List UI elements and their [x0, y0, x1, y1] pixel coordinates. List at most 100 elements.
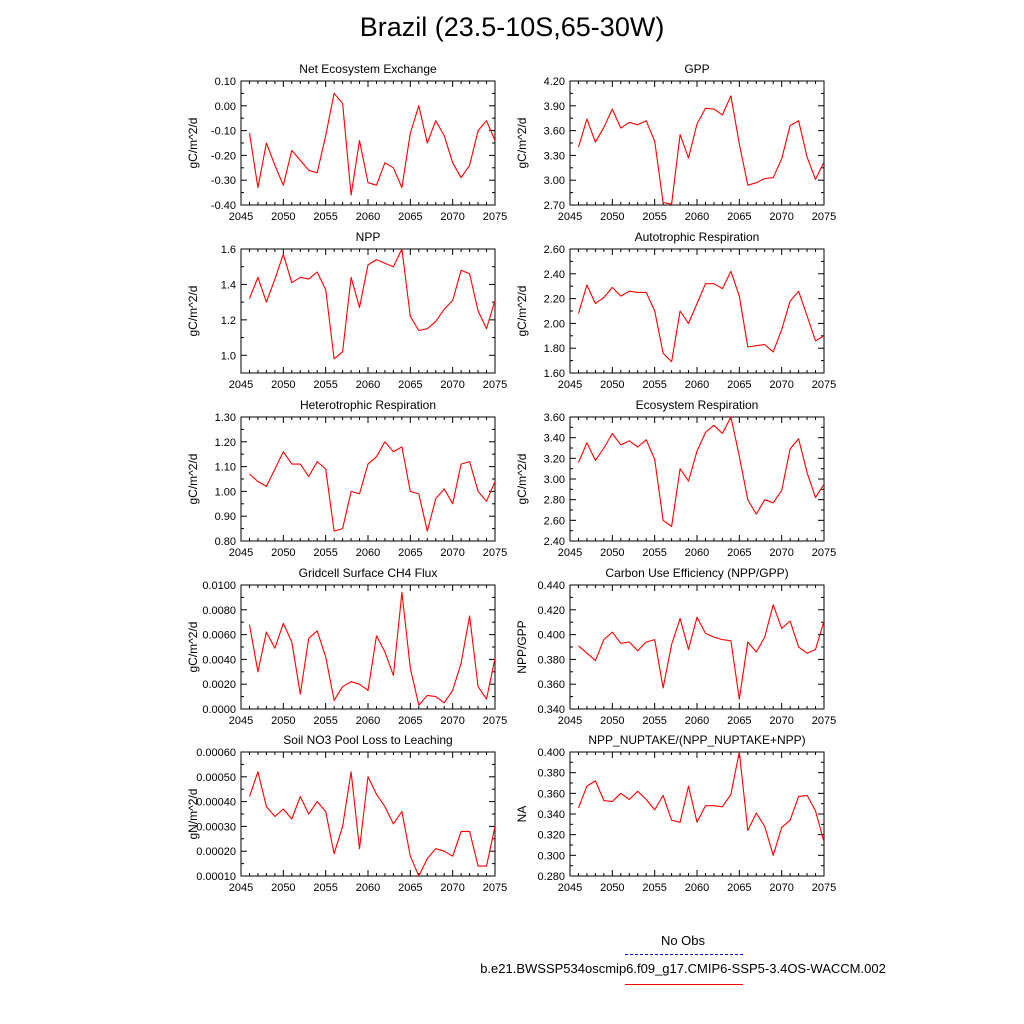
x-tick-label: 2060 [356, 211, 380, 223]
y-tick-label: -0.10 [211, 126, 236, 138]
panel-title: Gridcell Surface CH4 Flux [299, 566, 438, 580]
x-tick-label: 2075 [812, 211, 836, 223]
y-axis-label: gC/m^2/d [186, 454, 200, 505]
x-tick-label: 2070 [769, 715, 793, 727]
y-tick-label: 1.60 [544, 368, 565, 380]
x-tick-label: 2055 [313, 379, 337, 391]
series-line [248, 92, 495, 196]
x-tick-label: 2050 [600, 547, 624, 559]
x-tick-label: 2055 [642, 547, 666, 559]
x-tick-label: 2070 [769, 211, 793, 223]
y-axis-label: gN/m^2/d [186, 789, 200, 840]
y-tick-label: 0.280 [537, 871, 565, 883]
panel-5: Ecosystem Respiration gC/m^2/d 2.40 2.60 2.8… [515, 398, 836, 559]
y-tick-label: 0.00 [215, 101, 236, 113]
series-line [577, 95, 824, 205]
series-line [578, 604, 824, 700]
y-tick-label: 1.80 [544, 343, 565, 355]
y-tick-label: 2.60 [544, 515, 565, 527]
y-tick-label: 0.0080 [202, 605, 236, 617]
y-tick-label: 1.2 [221, 315, 236, 327]
y-tick-label: 0.90 [215, 511, 236, 523]
x-tick-label: 2070 [440, 211, 464, 223]
x-tick-label: 2045 [229, 211, 253, 223]
x-tick-label: 2075 [812, 882, 836, 894]
series-line [577, 270, 824, 363]
y-tick-label: 3.40 [544, 433, 565, 445]
x-tick-label: 2075 [483, 379, 507, 391]
panel-2: NPP gC/m^2/d 1.0 1.2 1.4 1.6 2045 2050 2055 2060 2… [186, 230, 507, 391]
y-tick-label: -0.20 [211, 150, 236, 162]
panel-title: Soil NO3 Pool Loss to Leaching [283, 733, 452, 747]
x-tick-label: 2055 [642, 379, 666, 391]
y-axis-label: gC/m^2/d [186, 118, 200, 169]
y-tick-label: 0.00050 [196, 772, 236, 784]
y-tick-label: 0.0060 [202, 630, 236, 642]
x-tick-label: 2065 [398, 547, 422, 559]
y-tick-label: 1.4 [221, 279, 236, 291]
x-tick-label: 2060 [685, 882, 709, 894]
y-tick-label: 0.360 [537, 788, 565, 800]
x-tick-label: 2070 [440, 715, 464, 727]
y-tick-label: 0.380 [537, 768, 565, 780]
y-tick-label: 3.00 [544, 175, 565, 187]
y-tick-label: 0.360 [537, 679, 565, 691]
x-tick-label: 2055 [313, 715, 337, 727]
y-tick-label: 0.400 [537, 747, 565, 759]
x-tick-label: 2060 [685, 547, 709, 559]
y-tick-label: 0.00010 [196, 871, 236, 883]
y-tick-label: 0.0100 [202, 580, 236, 592]
y-tick-label: 0.340 [537, 809, 565, 821]
panel-3: Autotrophic Respiration gC/m^2/d 1.60 1.80 2… [515, 230, 836, 391]
x-tick-label: 2070 [440, 882, 464, 894]
x-tick-label: 2070 [440, 379, 464, 391]
x-tick-label: 2050 [600, 211, 624, 223]
x-tick-label: 2070 [769, 882, 793, 894]
y-tick-label: 3.30 [544, 150, 565, 162]
x-tick-label: 2060 [685, 715, 709, 727]
panel-9: NPP_NUPTAKE/(NPP_NUPTAKE+NPP) NA 0.280 0.30… [515, 733, 836, 894]
y-tick-label: 2.40 [544, 269, 565, 281]
x-tick-label: 2075 [483, 715, 507, 727]
y-tick-label: 1.10 [215, 462, 236, 474]
x-tick-label: 2075 [483, 211, 507, 223]
plot-frame [569, 416, 825, 542]
y-tick-label: 0.80 [215, 536, 236, 548]
x-tick-label: 2065 [727, 379, 751, 391]
x-tick-label: 2045 [229, 547, 253, 559]
x-tick-label: 2065 [727, 715, 751, 727]
x-tick-label: 2065 [727, 211, 751, 223]
x-tick-label: 2070 [440, 547, 464, 559]
plot-frame [240, 416, 496, 542]
panel-title: Carbon Use Efficiency (NPP/GPP) [605, 566, 788, 580]
x-tick-label: 2065 [727, 547, 751, 559]
y-tick-label: 1.20 [215, 437, 236, 449]
x-tick-label: 2050 [600, 715, 624, 727]
x-tick-label: 2045 [558, 211, 582, 223]
y-tick-label: 2.60 [544, 244, 565, 256]
x-tick-label: 2060 [356, 547, 380, 559]
series-line [248, 591, 495, 706]
x-tick-label: 2055 [313, 547, 337, 559]
y-tick-label: 2.80 [544, 495, 565, 507]
y-tick-label: 0.440 [537, 580, 565, 592]
y-tick-label: 0.00040 [196, 797, 236, 809]
x-tick-label: 2055 [313, 211, 337, 223]
panel-0: Net Ecosystem Exchange gC/m^2/d -0.40 -0.30… [186, 62, 507, 223]
x-tick-label: 2075 [812, 379, 836, 391]
x-tick-label: 2060 [356, 882, 380, 894]
x-tick-label: 2060 [356, 715, 380, 727]
x-tick-label: 2050 [600, 379, 624, 391]
y-tick-label: 0.0040 [202, 654, 236, 666]
y-tick-label: 0.0000 [202, 704, 236, 716]
series-line [577, 417, 824, 528]
series-line [248, 249, 495, 360]
y-tick-label: 0.00020 [196, 846, 236, 858]
x-tick-label: 2045 [558, 882, 582, 894]
y-tick-label: -0.40 [211, 200, 236, 212]
plot-frame [569, 248, 825, 374]
y-tick-label: 0.320 [537, 830, 565, 842]
y-tick-label: 0.380 [537, 654, 565, 666]
y-axis-label: gC/m^2/d [515, 286, 529, 337]
